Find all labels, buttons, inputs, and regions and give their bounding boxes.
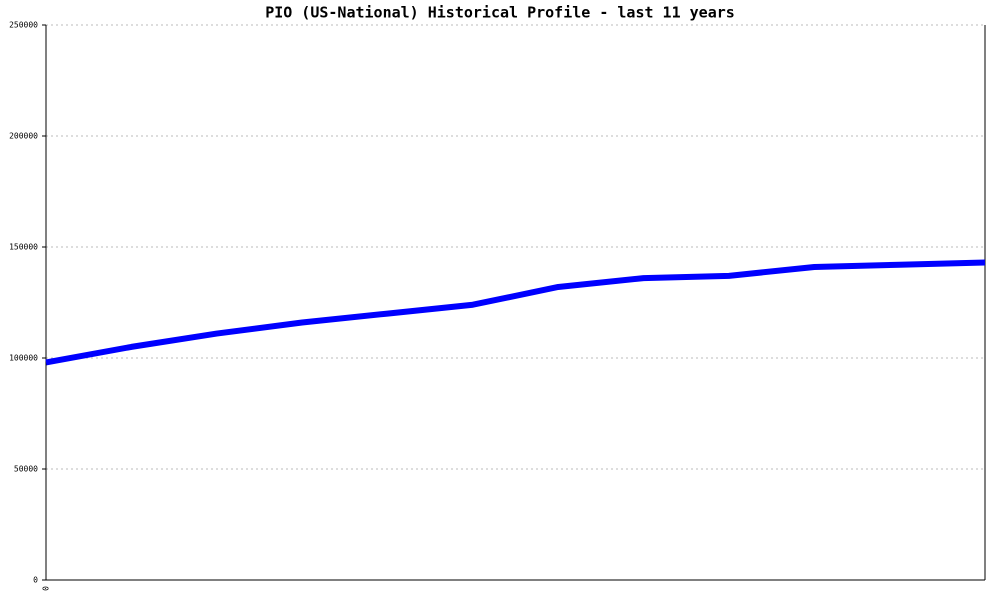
y-tick-label: 150000 [9, 243, 38, 252]
data-line [45, 259, 986, 366]
y-tick-label: 0 [33, 576, 38, 585]
chart-title: PIO (US-National) Historical Profile - l… [265, 4, 735, 22]
y-tick-label: 50000 [14, 465, 38, 474]
y-tick-label: 250000 [9, 21, 38, 30]
x-tick-label: 0 [42, 586, 51, 591]
y-tick-label: 200000 [9, 132, 38, 141]
y-tick-label: 100000 [9, 354, 38, 363]
